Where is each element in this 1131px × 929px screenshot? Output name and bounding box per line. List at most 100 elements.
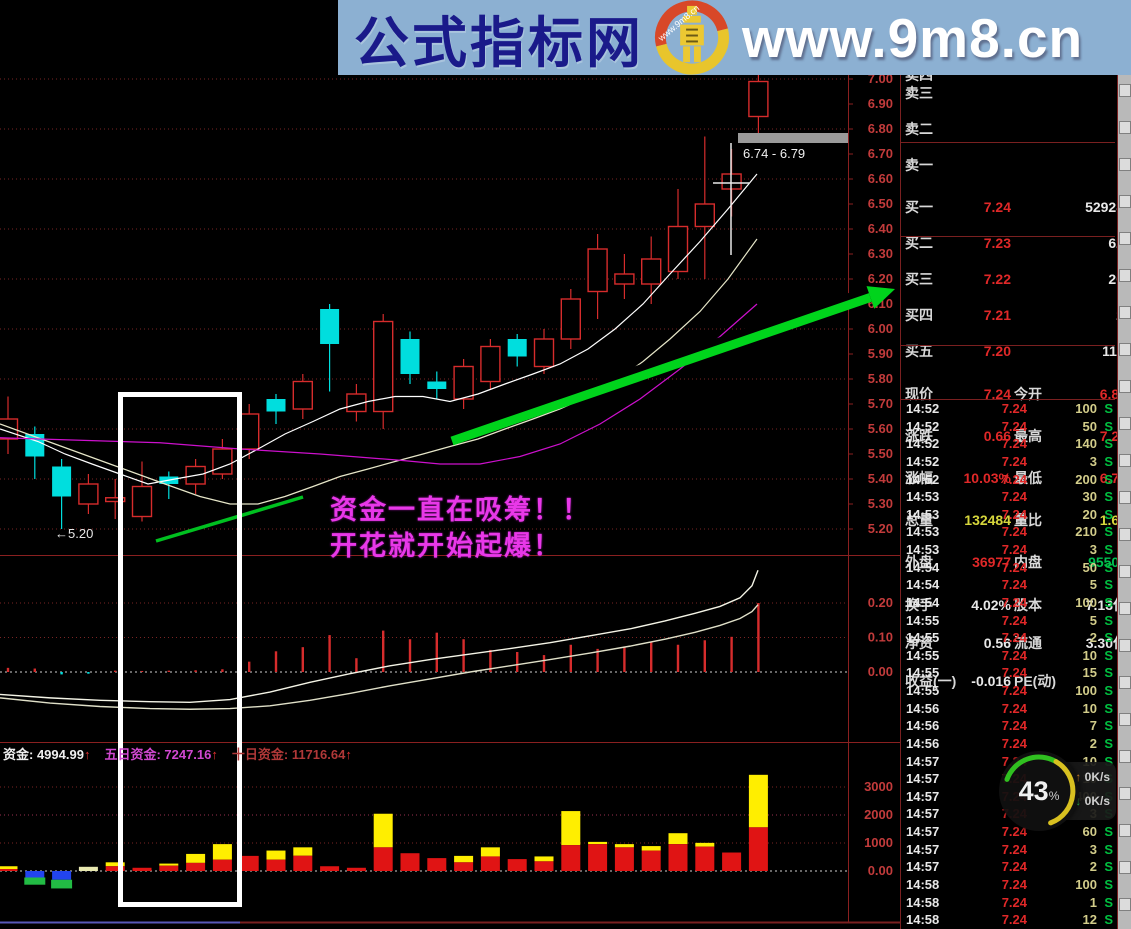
tick-row[interactable]: 14:55 7.24 2 S <box>901 629 1131 647</box>
toolbar-button[interactable] <box>1119 750 1131 763</box>
volume-bar-red <box>373 847 393 871</box>
stat-label: 流通 <box>1014 635 1042 651</box>
toolbar-button[interactable] <box>1119 121 1131 134</box>
toolbar-button[interactable] <box>1119 565 1131 578</box>
volume-bar-red <box>454 862 474 871</box>
sell-row[interactable]: 卖一 <box>901 156 1131 174</box>
orderbook-level-label: 买三 <box>905 271 933 287</box>
toolbar-button[interactable] <box>1119 269 1131 282</box>
toolbar-button[interactable] <box>1119 417 1131 430</box>
tick-price: 7.24 <box>1001 436 1027 452</box>
tick-sell-flag: S <box>1104 542 1113 557</box>
divider <box>901 399 1115 400</box>
tick-sell-flag: S <box>1104 894 1113 910</box>
tick-row[interactable]: 14:58 7.24 100 S <box>901 876 1131 894</box>
orderbook-row-partial[interactable]: 卖四 <box>905 75 933 83</box>
buy-row[interactable]: 买四7.212 <box>901 306 1131 324</box>
stat-label: 内盘 <box>1014 554 1042 570</box>
candle-down <box>320 309 340 344</box>
tick-row[interactable]: 14:55 7.24 5 S <box>901 612 1131 630</box>
candle-up <box>560 298 581 340</box>
tick-row[interactable]: 14:52 7.24 50 S <box>901 418 1131 436</box>
tick-row[interactable]: 14:52 7.24 200 S <box>901 471 1131 489</box>
toolbar-button[interactable] <box>1119 306 1131 319</box>
tick-row[interactable]: 14:57 7.24 2 S <box>901 858 1131 876</box>
up-arrow-icon: ↑ <box>345 747 352 762</box>
sell-row[interactable]: 卖二 <box>901 120 1131 138</box>
tick-row[interactable]: 14:58 7.24 1 S <box>901 894 1131 912</box>
tick-time: 14:56 <box>906 735 940 751</box>
toolbar-button[interactable] <box>1119 861 1131 874</box>
toolbar-button[interactable] <box>1119 232 1131 245</box>
tick-sell-flag: S <box>1104 700 1113 716</box>
orderbook-price: 7.23 <box>983 235 1011 251</box>
tick-row[interactable]: 14:56 7.24 2 S <box>901 735 1131 753</box>
tick-row[interactable]: 14:53 7.24 30 S <box>901 488 1131 506</box>
volume-bar-red <box>346 867 366 871</box>
stat-label: 外盘 <box>905 554 933 570</box>
stat-row: 换手 4.02% 股本 7.13亿 <box>901 596 1131 615</box>
toolbar-button[interactable] <box>1119 454 1131 467</box>
tick-time: 14:52 <box>906 453 940 469</box>
toolbar-button[interactable] <box>1119 639 1131 652</box>
tick-sell-flag: S <box>1104 559 1113 575</box>
tick-row[interactable]: 14:54 7.24 50 S <box>901 559 1131 577</box>
sell-row[interactable]: 卖三 <box>901 84 1131 102</box>
toolbar-button[interactable] <box>1119 84 1131 97</box>
candle-up <box>533 338 555 368</box>
candle-down <box>25 434 45 457</box>
toolbar-button[interactable] <box>1119 343 1131 356</box>
connection-percent-widget[interactable]: 43 % <box>999 751 1079 831</box>
toolbar-button[interactable] <box>1119 824 1131 837</box>
tick-row[interactable]: 14:54 7.24 100 S <box>901 594 1131 612</box>
toolbar-button[interactable] <box>1119 602 1131 615</box>
toolbar-button[interactable] <box>1119 898 1131 911</box>
orderbook-volume: 52928 <box>1085 199 1124 215</box>
tick-price: 7.24 <box>1001 647 1027 663</box>
tick-volume: 100 <box>1075 401 1097 416</box>
candle-up <box>694 203 715 228</box>
tick-row[interactable]: 14:52 7.24 100 S <box>901 400 1131 418</box>
tick-row[interactable]: 14:55 7.24 10 S <box>901 647 1131 665</box>
tick-row[interactable]: 14:54 7.24 5 S <box>901 576 1131 594</box>
tick-row[interactable]: 14:58 7.24 12 S <box>901 911 1131 929</box>
fund-volume-pane <box>0 774 848 889</box>
tick-row[interactable]: 14:56 7.24 10 S <box>901 700 1131 718</box>
tick-time: 14:58 <box>906 876 940 892</box>
tick-row[interactable]: 14:55 7.24 100 S <box>901 682 1131 700</box>
fund-line-fast <box>0 569 759 704</box>
volume-bar-yellow <box>186 853 206 863</box>
tick-row[interactable]: 14:55 7.24 15 S <box>901 664 1131 682</box>
toolbar-button[interactable] <box>1119 787 1131 800</box>
volume-axis-label: 1000 <box>864 835 893 850</box>
tick-sell-flag: S <box>1104 436 1113 452</box>
tick-sell-flag: S <box>1104 489 1113 505</box>
toolbar-button[interactable] <box>1119 158 1131 171</box>
volume-bar-red <box>534 861 554 871</box>
toolbar-button[interactable] <box>1119 380 1131 393</box>
volume-bar-red <box>588 844 608 871</box>
tick-row[interactable]: 14:53 7.24 210 S <box>901 523 1131 541</box>
stat-label: 最低 <box>1014 470 1042 486</box>
tick-row[interactable]: 14:52 7.24 140 S <box>901 435 1131 453</box>
tick-row[interactable]: 14:53 7.24 3 S <box>901 541 1131 559</box>
tick-row[interactable]: 14:52 7.24 3 S <box>901 453 1131 471</box>
toolbar-button[interactable] <box>1119 491 1131 504</box>
tick-row[interactable]: 14:57 7.24 60 S <box>901 823 1131 841</box>
percent-sign: % <box>1048 789 1060 803</box>
toolbar-button[interactable] <box>1119 195 1131 208</box>
toolbar-button[interactable] <box>1119 528 1131 541</box>
toolbar-button[interactable] <box>1119 676 1131 689</box>
price-axis-label: 6.80 <box>868 121 893 136</box>
tick-row[interactable]: 14:56 7.24 7 S <box>901 717 1131 735</box>
toolbar-button[interactable] <box>1119 713 1131 726</box>
tick-price: 7.24 <box>1001 401 1027 416</box>
buy-row[interactable]: 买三7.2220 <box>901 270 1131 288</box>
orderbook-level-label: 卖三 <box>905 85 933 101</box>
price-axis-label: 6.00 <box>868 321 893 336</box>
tick-row[interactable]: 14:53 7.24 20 S <box>901 506 1131 524</box>
buy-row[interactable]: 买一 7.24 52928 <box>901 198 1131 216</box>
